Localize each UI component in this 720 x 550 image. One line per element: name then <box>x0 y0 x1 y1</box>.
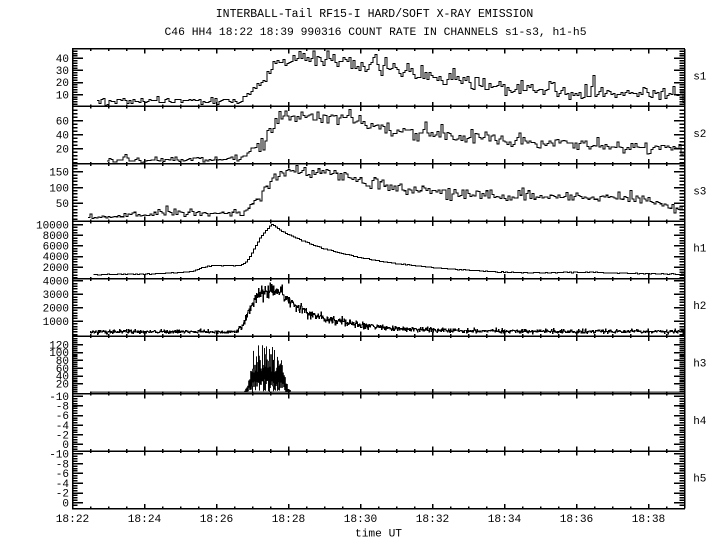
svg-text:18:36: 18:36 <box>560 514 594 526</box>
svg-text:18:28: 18:28 <box>272 514 306 526</box>
svg-text:INTERBALL-Tail RF15-I HARD/SOF: INTERBALL-Tail RF15-I HARD/SOFT X-RAY EM… <box>216 8 533 21</box>
svg-text:4000: 4000 <box>43 252 69 264</box>
svg-text:0: 0 <box>62 440 69 452</box>
svg-text:-8: -8 <box>56 459 69 471</box>
svg-text:40: 40 <box>56 372 69 384</box>
svg-text:h3: h3 <box>693 359 706 371</box>
svg-text:18:30: 18:30 <box>344 514 378 526</box>
svg-text:0: 0 <box>62 499 69 511</box>
svg-text:h4: h4 <box>693 416 707 428</box>
svg-text:s3: s3 <box>693 186 706 198</box>
svg-text:20: 20 <box>56 380 69 392</box>
svg-text:80: 80 <box>56 356 69 368</box>
svg-text:h2: h2 <box>693 301 706 313</box>
svg-text:2000: 2000 <box>43 263 69 275</box>
svg-text:120: 120 <box>49 340 69 352</box>
svg-text:-10: -10 <box>49 392 69 404</box>
svg-text:150: 150 <box>49 168 69 180</box>
svg-text:h5: h5 <box>693 474 706 486</box>
svg-text:-2: -2 <box>56 489 69 501</box>
svg-text:18:34: 18:34 <box>488 514 522 526</box>
svg-text:s1: s1 <box>693 71 707 83</box>
svg-text:-10: -10 <box>49 450 69 462</box>
svg-text:-6: -6 <box>56 411 69 423</box>
svg-text:-2: -2 <box>56 431 69 443</box>
svg-text:10: 10 <box>56 90 69 102</box>
svg-text:18:38: 18:38 <box>632 514 666 526</box>
svg-text:2000: 2000 <box>43 303 69 315</box>
svg-text:s2: s2 <box>693 129 706 141</box>
svg-text:-8: -8 <box>56 402 69 414</box>
svg-text:-4: -4 <box>56 421 70 433</box>
svg-text:100: 100 <box>49 183 69 195</box>
svg-text:40: 40 <box>56 54 69 66</box>
svg-text:1000: 1000 <box>43 317 69 329</box>
svg-text:30: 30 <box>56 66 69 78</box>
svg-text:18:26: 18:26 <box>200 514 234 526</box>
svg-text:6000: 6000 <box>43 242 69 254</box>
svg-text:time UT: time UT <box>355 528 402 540</box>
svg-text:-4: -4 <box>56 479 70 491</box>
svg-text:18:24: 18:24 <box>128 514 162 526</box>
svg-text:40: 40 <box>56 131 69 143</box>
svg-text:60: 60 <box>56 117 69 129</box>
svg-text:18:22: 18:22 <box>56 514 90 526</box>
svg-text:8000: 8000 <box>43 231 69 243</box>
svg-text:20: 20 <box>56 78 69 90</box>
svg-text:50: 50 <box>56 199 69 211</box>
svg-text:3000: 3000 <box>43 290 69 302</box>
svg-text:h1: h1 <box>693 244 707 256</box>
svg-text:C46 HH4 18:22 18:39 990316 CO: C46 HH4 18:22 18:39 990316 COUNT RATE IN… <box>164 27 586 39</box>
svg-text:-6: -6 <box>56 469 69 481</box>
svg-text:20: 20 <box>56 145 69 157</box>
svg-text:4000: 4000 <box>43 277 69 289</box>
svg-text:18:32: 18:32 <box>416 514 450 526</box>
svg-text:10000: 10000 <box>36 220 69 232</box>
svg-text:60: 60 <box>56 364 69 376</box>
svg-text:100: 100 <box>49 348 69 360</box>
